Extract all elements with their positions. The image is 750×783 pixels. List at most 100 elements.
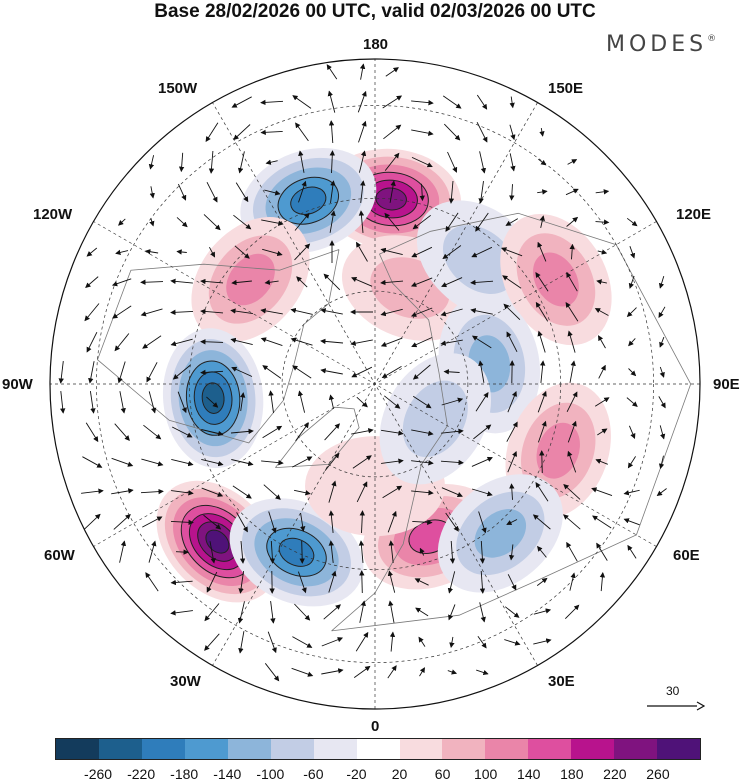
anomaly-center — [162, 328, 264, 469]
wind-vector — [388, 540, 394, 563]
wind-vector — [533, 638, 552, 645]
wind-vector — [176, 217, 188, 228]
wind-vector — [230, 428, 254, 435]
wind-vector — [170, 309, 194, 316]
wind-vector — [239, 540, 246, 564]
wind-vector — [443, 369, 460, 375]
lon-label-30w: 30W — [170, 673, 201, 690]
wind-vector — [149, 186, 155, 199]
wind-vector — [419, 183, 425, 202]
wind-vector — [82, 456, 103, 468]
wind-vector — [536, 577, 548, 586]
wind-vector — [447, 669, 458, 675]
wind-vector — [628, 368, 637, 377]
wind-vector — [479, 151, 487, 174]
colorbar-tick-label: -100 — [256, 766, 285, 782]
wind-vector — [233, 214, 252, 230]
wind-vector — [658, 396, 666, 409]
wind-vector — [415, 607, 429, 617]
wind-vector — [203, 514, 222, 530]
wind-vector — [387, 510, 397, 533]
wind-vector — [535, 482, 549, 502]
wind-vector — [89, 391, 96, 414]
wind-vector — [411, 129, 434, 136]
wind-vector — [232, 485, 252, 499]
latitude-circle — [281, 290, 469, 478]
wind-vector — [412, 395, 432, 409]
colorbar-segment — [399, 739, 443, 759]
wind-vector — [479, 570, 486, 594]
wind-vector — [231, 459, 254, 467]
wind-vector — [262, 365, 282, 379]
colorbar-segment — [184, 739, 228, 759]
wind-vector — [384, 212, 400, 231]
wind-vector — [535, 301, 549, 322]
colorbar-labels: -260 -220 -180 -140 -100 -60 -20 20 60 100 140 180 2… — [0, 766, 750, 782]
colorbar-segment — [571, 739, 615, 759]
wind-vector — [384, 152, 400, 171]
wind-vector — [539, 215, 545, 228]
wind-vector — [321, 637, 344, 647]
wind-vector — [598, 335, 606, 349]
wind-vector — [475, 392, 489, 412]
wind-vector — [381, 366, 402, 379]
wind-vector — [504, 606, 520, 618]
wind-vector — [231, 96, 252, 108]
colorbar — [55, 738, 701, 760]
wind-vector — [324, 452, 340, 471]
wind-vector — [532, 514, 551, 530]
lon-label-150w: 150W — [158, 80, 198, 97]
wind-vector — [298, 180, 307, 203]
wind-vector — [200, 369, 224, 376]
wind-vector — [476, 94, 488, 110]
colorbar-segment — [614, 739, 658, 759]
wind-vector — [595, 458, 608, 465]
reference-vector-label: 30 — [666, 684, 680, 698]
wind-vector — [264, 279, 279, 285]
wind-vector — [292, 365, 312, 379]
wind-vector — [440, 339, 463, 346]
wind-vector — [200, 278, 224, 285]
wind-vector — [476, 669, 489, 676]
wind-vector — [356, 396, 368, 408]
wind-vector — [320, 308, 343, 315]
wind-vector — [85, 422, 99, 443]
wind-vector — [507, 574, 517, 591]
wind-vector — [328, 480, 337, 503]
wind-vector — [509, 96, 515, 109]
wind-vector — [387, 570, 396, 593]
wind-vector — [86, 247, 98, 257]
wind-vector — [353, 665, 371, 678]
wind-vector — [387, 665, 397, 679]
wind-vector — [418, 636, 426, 647]
wind-vector — [535, 272, 549, 292]
wind-vector — [470, 279, 494, 286]
wind-vector — [359, 63, 366, 80]
wind-vector — [628, 338, 636, 347]
lon-label-0: 0 — [371, 718, 380, 735]
meridian-line — [212, 102, 538, 666]
wind-vector — [239, 392, 246, 412]
wind-vector — [83, 513, 101, 530]
anomaly-contour — [536, 422, 580, 479]
colorbar-segment — [227, 739, 271, 759]
wind-vector — [142, 335, 162, 349]
wind-vector — [300, 513, 306, 532]
wind-vector — [597, 428, 608, 436]
lon-label-30e: 30E — [548, 673, 575, 690]
wind-vector — [291, 667, 314, 677]
wind-vector — [506, 421, 518, 442]
wind-vector — [505, 218, 519, 226]
wind-vector — [328, 570, 337, 593]
wind-vector — [209, 541, 216, 564]
wind-vector — [628, 425, 636, 440]
wind-vector — [292, 636, 313, 648]
wind-vector — [294, 243, 311, 261]
wind-vector — [261, 459, 284, 466]
wind-vector — [478, 511, 487, 534]
wind-vector — [477, 635, 487, 649]
wind-vector — [539, 128, 545, 137]
colorbar-segment — [56, 739, 99, 759]
wind-vector — [328, 540, 334, 563]
wind-vector — [508, 544, 515, 561]
